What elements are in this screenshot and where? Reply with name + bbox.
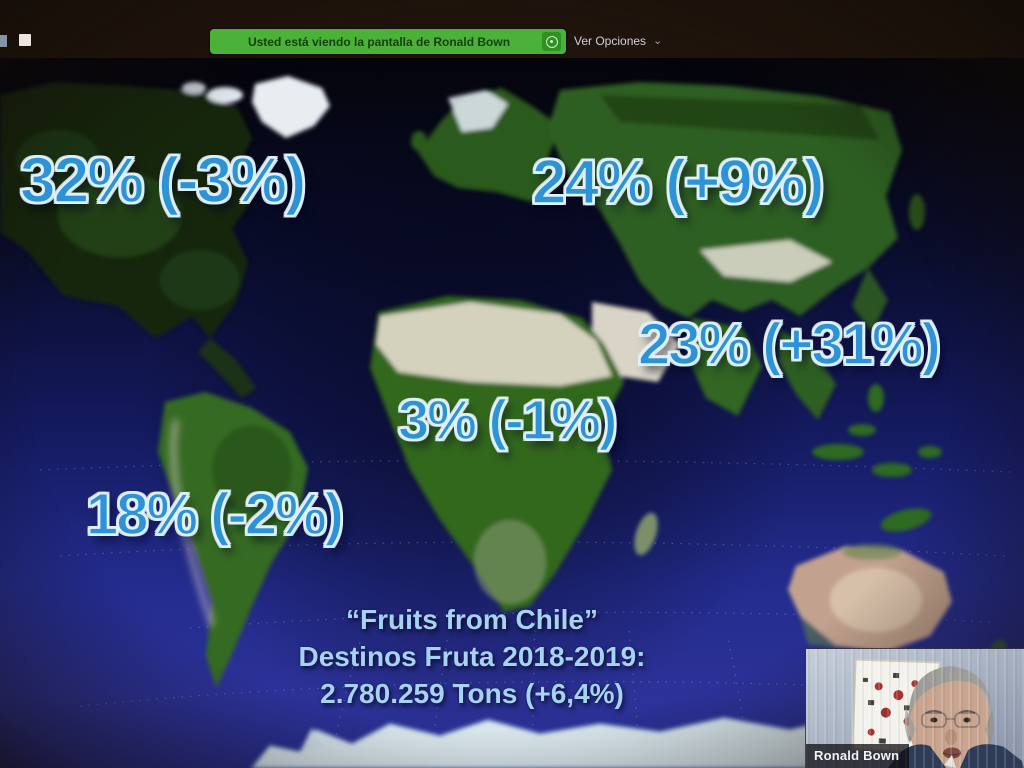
slide-title-block: “Fruits from Chile” Destinos Fruta 2018-… <box>252 601 692 712</box>
status-square-white-icon <box>19 34 31 46</box>
slide-title-line2: Destinos Fruta 2018-2019: <box>298 641 646 672</box>
chevron-down-icon: ⌄ <box>653 35 663 47</box>
screenshare-banner: Usted está viendo la pantalla de Ronald … <box>210 29 566 54</box>
screenshare-banner-text: Usted está viendo la pantalla de Ronald … <box>247 34 511 49</box>
stat-asia: 23% (+31%) <box>637 312 941 377</box>
status-square-left-icon <box>0 35 7 47</box>
slide-title-line3: 2.780.259 Tons (+6,4%) <box>320 678 624 709</box>
stat-africa: 3% (-1%) <box>397 388 618 451</box>
view-options-label: Ver Opciones <box>574 34 647 48</box>
screenshare-dot-icon <box>550 40 553 43</box>
screenshare-indicator-icon[interactable] <box>542 32 561 51</box>
stat-north-america: 32% (-3%) <box>19 144 307 216</box>
participant-name-label: Ronald Bown <box>806 744 910 768</box>
top-bar: Usted está viendo la pantalla de Ronald … <box>0 0 1024 64</box>
stat-south-america: 18% (-2%) <box>85 482 345 547</box>
participant-video-image <box>806 649 1024 768</box>
stat-europe: 24% (+9%) <box>531 148 825 217</box>
slide-title-line1: “Fruits from Chile” <box>345 604 598 635</box>
participant-video-thumbnail[interactable]: Ronald Bown <box>805 648 1024 768</box>
view-options-button[interactable]: Ver Opciones ⌄ <box>574 34 662 48</box>
screenshare-ring-icon <box>545 35 558 48</box>
